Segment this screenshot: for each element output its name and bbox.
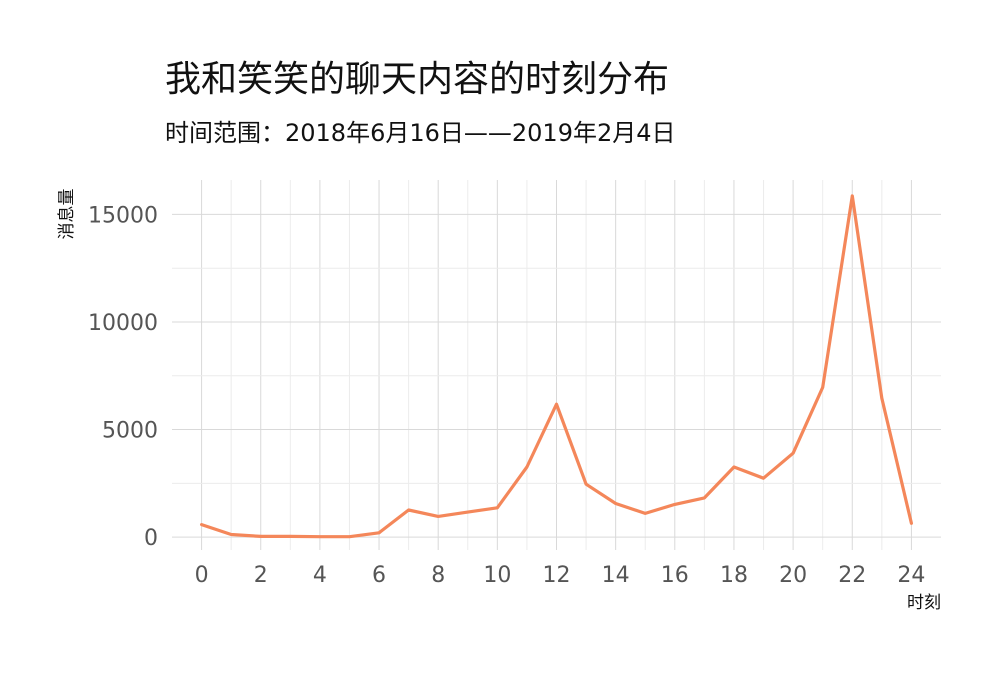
x-tick-label: 18 [720, 563, 748, 588]
x-tick-label: 16 [661, 563, 689, 588]
x-tick-labels: 0 2 4 6 8 10 12 14 16 18 20 22 24 [195, 563, 926, 588]
x-tick-label: 22 [838, 563, 866, 588]
x-tick-label: 12 [543, 563, 571, 588]
series-line [200, 194, 914, 539]
y-tick-label: 0 [144, 526, 158, 551]
x-tick-label: 6 [372, 563, 386, 588]
x-tick-label: 4 [313, 563, 327, 588]
x-tick-label: 2 [254, 563, 268, 588]
x-tick-label: 0 [195, 563, 209, 588]
x-axis-label: 时刻 [907, 593, 941, 613]
y-tick-label: 5000 [102, 419, 158, 444]
x-tick-label: 20 [779, 563, 807, 588]
y-axis-label: 消息量 [57, 189, 77, 240]
y-tick-label: 10000 [88, 311, 158, 336]
x-tick-label: 24 [897, 563, 925, 588]
x-tick-label: 10 [483, 563, 511, 588]
x-tick-label: 8 [431, 563, 445, 588]
chart-title: 我和笑笑的聊天内容的时刻分布 [165, 59, 670, 100]
grid-lines [172, 180, 941, 550]
y-tick-labels: 0 5000 10000 15000 [88, 203, 158, 551]
series-layer [200, 194, 914, 539]
chart-subtitle: 时间范围：2018年6月16日——2019年2月4日 [165, 119, 676, 147]
y-tick-label: 15000 [88, 203, 158, 228]
x-tick-label: 14 [602, 563, 630, 588]
